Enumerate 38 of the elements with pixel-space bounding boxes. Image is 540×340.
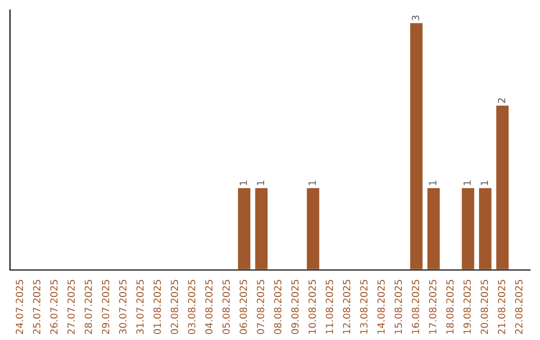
x-tick-label: 15.08.2025 (394, 280, 402, 334)
x-tick-label: 31.07.2025 (136, 280, 144, 334)
data-label: 1 (240, 180, 247, 186)
data-label: 1 (429, 180, 436, 186)
x-tick-label: 03.08.2025 (188, 280, 196, 334)
x-tick-label: 12.08.2025 (342, 280, 350, 334)
data-label: 1 (256, 180, 264, 186)
x-tick-label: 17.08.2025 (429, 280, 436, 334)
x-tick-label: 02.08.2025 (170, 280, 178, 334)
x-tick-label: 05.08.2025 (222, 280, 230, 334)
x-tick-label: 10.08.2025 (308, 280, 316, 334)
x-tick-label: 13.08.2025 (360, 280, 368, 334)
x-tick-label: 25.07.2025 (33, 280, 40, 334)
x-tick-label: 22.08.2025 (515, 280, 522, 334)
x-tick-label: 09.08.2025 (291, 280, 299, 334)
x-tick-label: 26.07.2025 (50, 280, 58, 334)
data-label: 1 (480, 180, 488, 186)
x-tick-label: 18.08.2025 (446, 280, 454, 334)
data-label: 3 (412, 16, 420, 20)
x-tick-label: 19.08.2025 (463, 280, 471, 334)
x-tick-label: 20.08.2025 (480, 280, 488, 334)
x-tick-label: 11.08.2025 (326, 280, 334, 334)
x-tick-label: 27.07.2025 (67, 280, 75, 334)
x-tick-label: 04.08.2025 (205, 280, 213, 334)
x-tick-label: 01.08.2025 (154, 280, 161, 334)
x-tick-label: 29.07.2025 (102, 280, 110, 334)
x-tick-label: 24.07.2025 (16, 280, 24, 334)
x-tick-label: 16.08.2025 (412, 280, 420, 334)
data-label: 2 (498, 98, 506, 103)
x-tick-label: 08.08.2025 (274, 280, 282, 334)
x-tick-label: 14.08.2025 (377, 280, 385, 334)
data-label: 1 (308, 180, 316, 186)
data-label: 1 (464, 180, 471, 186)
x-tick-label: 28.07.2025 (84, 280, 92, 334)
x-tick-label: 21.08.2025 (498, 280, 506, 334)
x-tick-label: 30.07.2025 (119, 280, 126, 334)
x-tick-label: 06.08.2025 (240, 280, 247, 334)
x-tick-label: 07.08.2025 (256, 280, 264, 334)
